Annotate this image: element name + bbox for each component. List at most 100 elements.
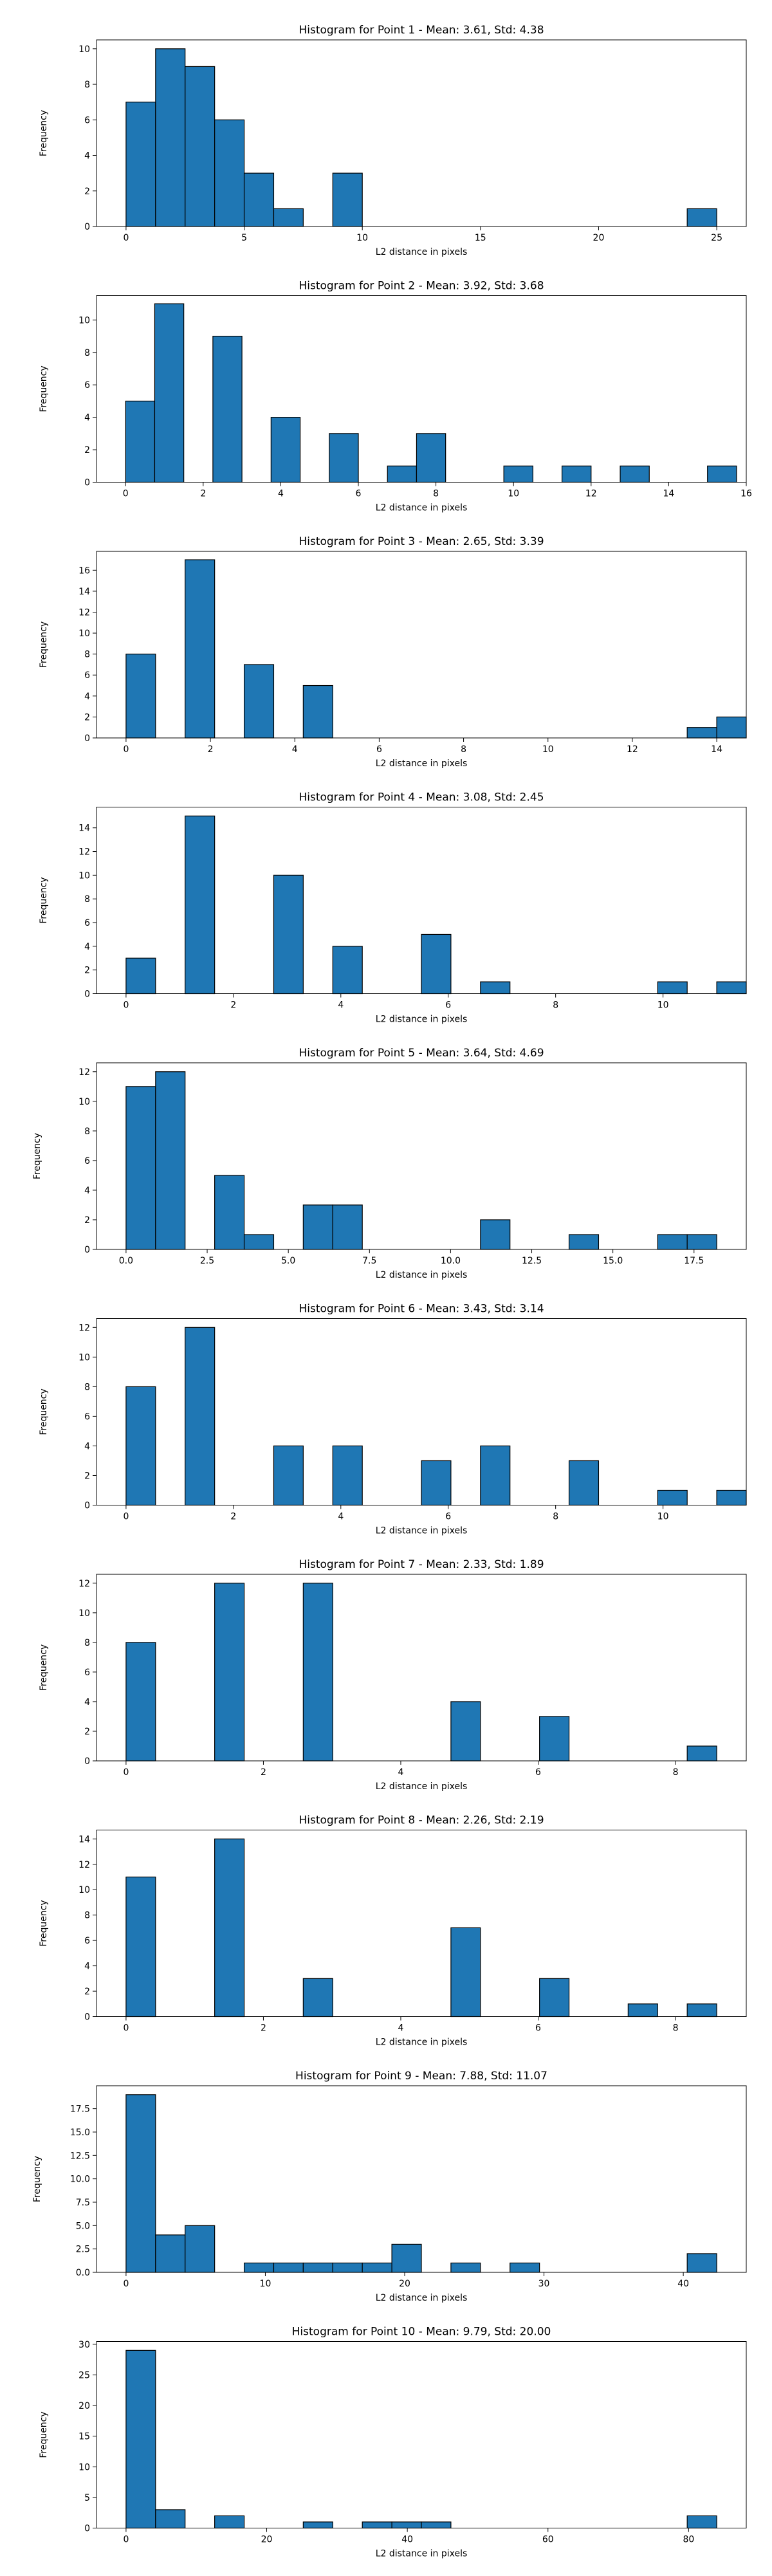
y-tick-label: 4 (84, 692, 90, 702)
histogram-bar (450, 2262, 481, 2273)
histogram-bar (154, 303, 185, 483)
y-tick-label: 0 (84, 989, 90, 1000)
y-tick-label: 0 (84, 2012, 90, 2023)
x-tick-label: 20 (261, 2535, 273, 2545)
x-tick-label: 4 (338, 1000, 344, 1011)
histogram-bar (332, 1204, 363, 1250)
y-tick-label: 6 (84, 670, 90, 681)
x-tick-label: 8 (553, 1512, 558, 1522)
histogram-bar (716, 981, 747, 995)
histogram-bar (302, 1204, 333, 1250)
x-tick-label: 30 (538, 2279, 550, 2289)
histogram-bar (539, 1978, 570, 2018)
plot-frame (96, 2341, 747, 2528)
histogram-bar (421, 1460, 452, 1506)
x-tick-label: 80 (683, 2535, 694, 2545)
x-tick-label: 0 (123, 233, 129, 243)
x-axis-label: L2 distance in pixels (376, 503, 468, 513)
histogram-bar (480, 981, 511, 995)
x-tick-label: 0.0 (119, 1256, 133, 1266)
plot-frame (96, 39, 747, 227)
y-axis-label: Frequency (39, 365, 49, 412)
histogram-bar (620, 465, 650, 483)
histogram-bar (302, 2521, 333, 2529)
plot-frame (96, 295, 747, 483)
x-tick-label: 25 (711, 233, 722, 243)
chart-panel-1: Histogram for Point 1 - Mean: 3.61, Std:… (39, 24, 747, 257)
y-tick-label: 25 (78, 2370, 90, 2380)
histogram-bar (243, 172, 275, 227)
plot-frame (96, 1062, 747, 1250)
y-tick-label: 17.5 (70, 2104, 90, 2115)
histogram-bar (125, 1642, 156, 1762)
y-tick-label: 14 (78, 823, 90, 834)
histogram-bar (686, 2515, 717, 2529)
y-tick-label: 8 (84, 1382, 90, 1392)
x-tick-label: 10 (356, 233, 368, 243)
histogram-bar (391, 2243, 422, 2273)
x-tick-label: 10 (542, 744, 554, 755)
histogram-bar (561, 465, 592, 483)
y-tick-label: 2 (84, 712, 90, 722)
chart-panel-6: Histogram for Point 6 - Mean: 3.43, Std:… (39, 1303, 747, 1536)
histogram-bar (539, 1716, 570, 1762)
x-tick-label: 0 (123, 2535, 129, 2545)
y-tick-label: 4 (84, 151, 90, 161)
y-tick-label: 2.5 (76, 2245, 90, 2255)
x-tick-label: 2 (261, 1767, 266, 1778)
histogram-bar (214, 119, 245, 227)
y-tick-label: 10 (78, 2462, 90, 2472)
y-tick-label: 2 (84, 1471, 90, 1481)
y-tick-label: 5 (84, 2493, 90, 2503)
plot-frame (96, 1318, 747, 1505)
y-tick-label: 4 (84, 1186, 90, 1196)
y-tick-label: 10 (78, 1352, 90, 1363)
y-tick-label: 6 (84, 918, 90, 928)
histogram-bar (212, 335, 243, 483)
histogram-bar (214, 2515, 245, 2529)
y-tick-label: 10.0 (70, 2175, 90, 2185)
x-axis-label: L2 distance in pixels (376, 1781, 468, 1792)
x-tick-label: 16 (740, 489, 752, 499)
chart-panel-2: Histogram for Point 2 - Mean: 3.92, Std:… (39, 280, 752, 513)
histogram-bar (243, 2262, 275, 2273)
histogram-bar (185, 559, 216, 739)
y-tick-label: 0 (84, 478, 90, 488)
x-tick-label: 0 (123, 1512, 129, 1522)
y-tick-label: 6 (84, 1936, 90, 1946)
chart-panel-8: Histogram for Point 8 - Mean: 2.26, Std:… (39, 1814, 747, 2048)
x-tick-label: 14 (711, 744, 722, 755)
x-tick-label: 60 (542, 2535, 554, 2545)
histogram-bar (686, 208, 717, 227)
y-tick-label: 0.0 (76, 2268, 90, 2278)
y-tick-label: 4 (84, 942, 90, 952)
x-tick-label: 15 (475, 233, 486, 243)
histogram-bar (155, 2509, 186, 2529)
x-tick-label: 0 (123, 1000, 129, 1011)
y-tick-label: 4 (84, 1441, 90, 1451)
histogram-bar (686, 1234, 717, 1250)
y-tick-label: 8 (84, 80, 90, 90)
histogram-bar (421, 2521, 452, 2529)
x-tick-label: 10.0 (441, 1256, 461, 1266)
x-tick-label: 10 (657, 1000, 669, 1011)
histogram-bar (568, 1460, 600, 1506)
histogram-bar (329, 433, 359, 483)
histogram-bar (125, 1386, 156, 1506)
histogram-bar (627, 2003, 658, 2018)
histogram-bar (686, 727, 717, 739)
y-tick-label: 14 (78, 587, 90, 597)
y-tick-label: 12 (78, 1323, 90, 1333)
y-tick-label: 10 (78, 870, 90, 881)
x-tick-label: 40 (677, 2279, 689, 2289)
histogram-bar (362, 2262, 392, 2273)
x-tick-label: 5 (241, 233, 247, 243)
histogram-bar (302, 1978, 333, 2018)
histogram-bar (686, 1745, 717, 1762)
x-tick-label: 0 (123, 744, 129, 755)
y-tick-label: 0 (84, 222, 90, 232)
x-tick-label: 2 (230, 1512, 236, 1522)
histogram-bar (716, 1489, 747, 1506)
x-axis-label: L2 distance in pixels (376, 2293, 468, 2303)
